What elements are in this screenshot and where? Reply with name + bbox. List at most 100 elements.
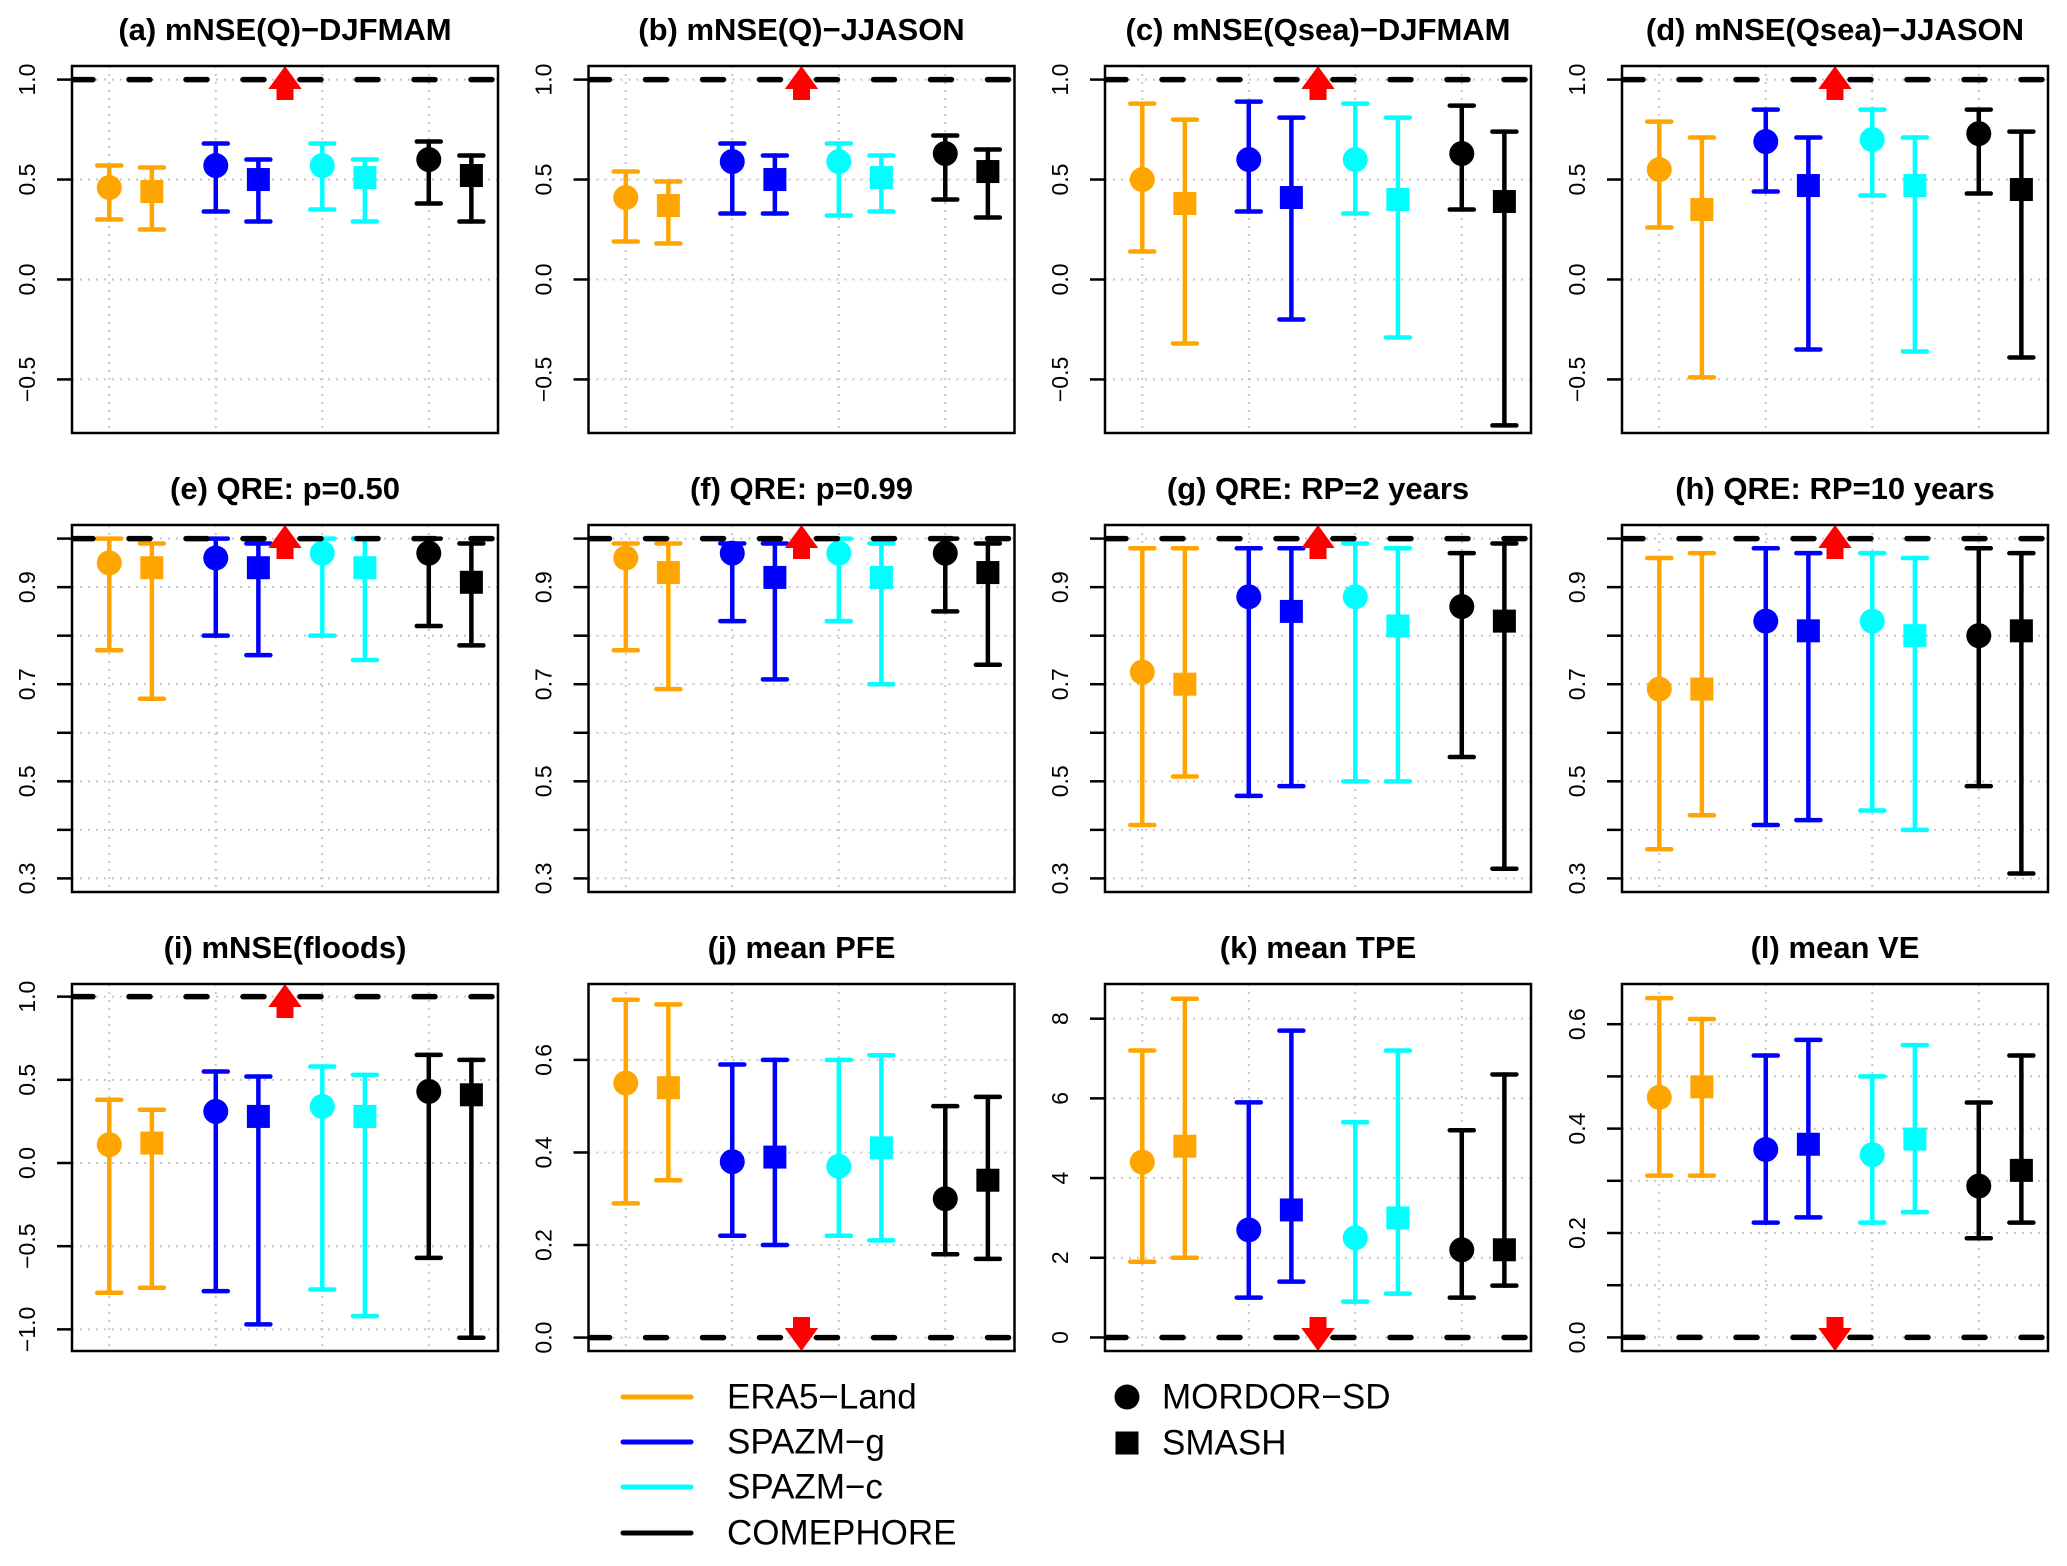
square-marker [246, 168, 270, 192]
square-marker [459, 570, 483, 594]
y-tick-label: 0.5 [14, 164, 40, 196]
point-comephore-mordor-sd [414, 536, 444, 629]
y-tick-label: 0.2 [1564, 1217, 1590, 1249]
square-marker [1279, 1198, 1303, 1222]
point-spazm-g-mordor-sd [1751, 546, 1781, 828]
legend-label: ERA5−Land [727, 1378, 917, 1417]
circle-marker [932, 540, 958, 566]
circle-marker [309, 540, 335, 566]
point-spazm-c-mordor-sd [1858, 107, 1887, 198]
panel-c: (c) mNSE(Qsea)−DJFMAM −0.5 0.0 0.5 1.0 [1047, 12, 1533, 435]
point-spazm-g-mordor-sd [718, 1062, 747, 1239]
square-marker [1492, 609, 1516, 633]
y-tick-label: −0.5 [14, 1223, 40, 1268]
point-era5-land-smash [137, 1107, 167, 1291]
point-spazm-g-mordor-sd [718, 540, 747, 624]
point-spazm-g-mordor-sd [1751, 107, 1781, 194]
point-spazm-c-mordor-sd [308, 141, 337, 212]
circle-marker [203, 153, 229, 179]
point-comephore-smash [2007, 1053, 2036, 1225]
point-spazm-g-smash [760, 541, 790, 682]
plot-frame [70, 64, 500, 435]
panel-title: (g) QRE: RP=2 years [1167, 471, 1469, 506]
arrow-up-icon [268, 525, 302, 559]
y-tick-label: 0.5 [531, 765, 557, 797]
square-marker [763, 168, 787, 192]
point-spazm-c-mordor-sd [308, 536, 337, 638]
circle-marker [1342, 584, 1368, 610]
point-comephore-mordor-sd [414, 1052, 444, 1261]
square-marker [140, 180, 164, 204]
plot-area [72, 525, 498, 892]
square-marker [1492, 1238, 1516, 1262]
point-spazm-g-smash [1277, 1028, 1306, 1284]
circle-marker [1129, 167, 1155, 193]
y-tick-label: 1.0 [14, 981, 40, 1013]
y-tick-label: 0.5 [531, 164, 557, 196]
plot-area [72, 984, 498, 1351]
panel-title: (b) mNSE(Q)−JJASON [638, 12, 964, 47]
circle-marker [719, 149, 745, 175]
circle-marker [416, 1078, 442, 1104]
point-spazm-c-smash [1383, 546, 1413, 784]
point-comephore-mordor-sd [1447, 550, 1477, 760]
circle-marker [96, 550, 122, 576]
point-era5-land-smash [137, 541, 167, 702]
point-comephore-mordor-sd [1964, 546, 1994, 789]
circle-marker [1966, 121, 1992, 147]
square-marker [869, 565, 893, 589]
legend-label: SPAZM−c [727, 1468, 883, 1507]
point-spazm-g-mordor-sd [201, 1069, 231, 1294]
plot-area [1105, 66, 1531, 433]
legend: ERA5−Land SPAZM−g SPAZM−c COMEPHORE MORD… [620, 1378, 1391, 1553]
point-spazm-c-smash [1383, 1048, 1413, 1296]
point-era5-land-mordor-sd [1645, 555, 1674, 852]
plot-area [1622, 984, 2048, 1351]
plot-frame [587, 982, 1016, 1353]
legend-label: MORDOR−SD [1162, 1378, 1391, 1417]
y-tick-label: 0.3 [1047, 862, 1073, 894]
y-tick-label: 0.0 [1564, 263, 1590, 295]
square-marker [353, 166, 377, 190]
y-tick-label: 0.5 [14, 765, 40, 797]
circle-marker [1753, 608, 1779, 634]
point-spazm-g-smash [1277, 546, 1306, 789]
square-marker [140, 556, 164, 580]
point-spazm-c-mordor-sd [1341, 541, 1370, 784]
y-tick-label: −0.5 [531, 357, 557, 402]
circle-marker [719, 540, 745, 566]
y-tick-label: 0.7 [1564, 668, 1590, 700]
y-tick-label: 0.0 [14, 1147, 40, 1179]
plot-frame [1620, 64, 2050, 435]
y-tick-label: 0.0 [1564, 1321, 1590, 1353]
arrow-up-icon [1301, 525, 1335, 559]
y-tick-label: 0.7 [1047, 668, 1073, 700]
circle-marker [1966, 1173, 1992, 1199]
circle-marker-icon [1114, 1384, 1140, 1410]
y-tick-label: 0.7 [531, 668, 557, 700]
y-tick-label: 0.0 [531, 1322, 557, 1354]
square-marker [1386, 1206, 1410, 1230]
point-era5-land-mordor-sd [95, 536, 124, 653]
arrow-down-icon [1301, 1317, 1335, 1351]
point-spazm-g-smash [1277, 115, 1306, 322]
point-spazm-g-smash [1794, 550, 1823, 823]
plot-frame [1103, 64, 1533, 435]
y-tick-label: 0.9 [1564, 571, 1590, 603]
y-tick-label: 0.6 [531, 1044, 557, 1076]
point-spazm-g-smash [760, 1057, 790, 1248]
point-comephore-mordor-sd [414, 139, 444, 206]
circle-marker [1449, 594, 1475, 620]
point-spazm-g-mordor-sd [201, 141, 231, 214]
circle-marker [1753, 1136, 1779, 1162]
y-tick-label: 0.5 [1564, 164, 1590, 196]
circle-marker [613, 185, 639, 211]
y-tick-label: 6 [1047, 1092, 1073, 1105]
point-spazm-c-smash [350, 157, 380, 224]
y-tick-label: 1.0 [1047, 64, 1073, 96]
square-marker [976, 561, 1000, 585]
plot-area [1105, 984, 1531, 1351]
square-marker [1173, 1134, 1197, 1158]
y-tick-label: −0.5 [1047, 357, 1073, 402]
y-tick-label: 0.5 [14, 1064, 40, 1096]
